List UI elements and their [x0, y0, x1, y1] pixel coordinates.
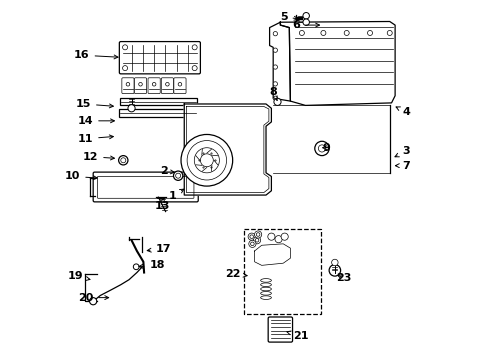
Text: 21: 21	[286, 331, 308, 341]
Bar	[120, 98, 196, 105]
Circle shape	[320, 31, 325, 36]
Circle shape	[192, 66, 197, 71]
FancyBboxPatch shape	[93, 172, 198, 202]
FancyBboxPatch shape	[119, 41, 200, 74]
FancyBboxPatch shape	[122, 78, 134, 94]
Circle shape	[254, 231, 261, 238]
Circle shape	[187, 140, 226, 180]
Circle shape	[247, 233, 255, 240]
Circle shape	[133, 264, 139, 270]
Circle shape	[119, 156, 128, 165]
Circle shape	[128, 105, 135, 112]
Circle shape	[318, 145, 325, 152]
Text: 17: 17	[147, 244, 171, 254]
Circle shape	[178, 82, 182, 86]
Circle shape	[249, 235, 253, 238]
Text: 1: 1	[168, 189, 183, 201]
Circle shape	[273, 82, 277, 86]
FancyBboxPatch shape	[134, 78, 146, 94]
Circle shape	[173, 171, 183, 180]
FancyBboxPatch shape	[97, 176, 194, 198]
Circle shape	[273, 98, 281, 105]
Circle shape	[303, 13, 309, 19]
Circle shape	[281, 233, 287, 240]
Circle shape	[200, 154, 213, 167]
Text: 3: 3	[394, 146, 409, 157]
Circle shape	[181, 134, 232, 186]
FancyBboxPatch shape	[174, 78, 185, 94]
Text: 22: 22	[224, 269, 246, 279]
Circle shape	[192, 45, 197, 50]
Text: 23: 23	[335, 273, 350, 283]
Text: 15: 15	[76, 99, 113, 109]
Text: 13: 13	[154, 198, 169, 211]
Polygon shape	[269, 22, 290, 101]
Circle shape	[253, 237, 260, 244]
Bar	[119, 109, 197, 117]
Circle shape	[165, 82, 169, 86]
Circle shape	[256, 233, 260, 236]
Circle shape	[344, 31, 348, 36]
Circle shape	[139, 82, 142, 86]
Text: 2: 2	[159, 166, 174, 176]
FancyBboxPatch shape	[267, 317, 292, 342]
Circle shape	[328, 265, 340, 276]
Circle shape	[367, 31, 372, 36]
Circle shape	[152, 82, 156, 86]
Text: 18: 18	[139, 260, 164, 270]
Ellipse shape	[260, 283, 271, 287]
Polygon shape	[254, 244, 290, 265]
Circle shape	[122, 45, 127, 50]
FancyBboxPatch shape	[161, 78, 173, 94]
Circle shape	[126, 82, 129, 86]
Text: 16: 16	[74, 50, 118, 60]
Circle shape	[248, 240, 255, 247]
Circle shape	[255, 238, 258, 242]
Text: 9: 9	[322, 143, 330, 153]
Text: 8: 8	[269, 87, 277, 100]
Text: 6: 6	[292, 20, 319, 30]
Circle shape	[273, 48, 277, 52]
Text: 10: 10	[65, 171, 97, 181]
Polygon shape	[280, 22, 394, 105]
Ellipse shape	[260, 287, 271, 291]
Ellipse shape	[260, 292, 271, 295]
Text: 12: 12	[82, 152, 114, 162]
Ellipse shape	[260, 296, 271, 300]
Circle shape	[299, 31, 304, 36]
Text: 20: 20	[78, 293, 108, 303]
Circle shape	[331, 259, 337, 266]
Circle shape	[273, 65, 277, 69]
Text: 19: 19	[67, 271, 90, 281]
Circle shape	[194, 148, 219, 173]
Circle shape	[274, 235, 282, 243]
Circle shape	[386, 31, 391, 36]
Circle shape	[273, 32, 277, 36]
Circle shape	[175, 173, 180, 178]
Text: 7: 7	[395, 161, 409, 171]
Polygon shape	[184, 104, 271, 195]
Bar	[244, 229, 320, 314]
Text: 4: 4	[395, 107, 409, 117]
Text: 5: 5	[279, 12, 298, 22]
Circle shape	[303, 19, 309, 26]
FancyBboxPatch shape	[148, 78, 160, 94]
Circle shape	[267, 233, 274, 240]
Circle shape	[89, 298, 97, 305]
Circle shape	[121, 158, 125, 163]
Circle shape	[314, 141, 328, 156]
Text: 11: 11	[78, 134, 113, 144]
Circle shape	[122, 66, 127, 71]
Text: 14: 14	[78, 116, 114, 126]
Circle shape	[273, 96, 277, 100]
Circle shape	[250, 242, 254, 246]
Ellipse shape	[260, 279, 271, 282]
